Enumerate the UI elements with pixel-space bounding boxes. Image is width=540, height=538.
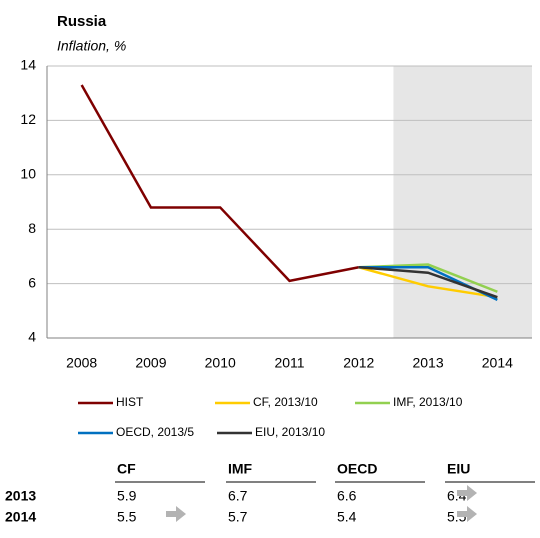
x-tick-label: 2013 [412, 355, 443, 371]
y-tick-label: 12 [20, 111, 36, 127]
arrow-icon [457, 485, 477, 501]
y-tick-label: 6 [28, 274, 36, 290]
y-tick-label: 14 [20, 57, 36, 73]
legend-label: OECD, 2013/5 [116, 425, 194, 439]
arrow-icon [457, 506, 477, 522]
table-cell: 6.7 [228, 488, 248, 504]
table-cell: 5.9 [117, 488, 137, 504]
y-tick-label: 4 [28, 329, 36, 345]
column-header: EIU [447, 461, 470, 477]
x-tick-label: 2014 [482, 355, 513, 371]
legend: HIST CF, 2013/10 IMF, 2013/10 OECD, 2013/5 E… [78, 395, 463, 439]
table-cell: 5.5 [117, 509, 137, 525]
row-label: 2014 [5, 509, 36, 525]
column-header: CF [117, 461, 136, 477]
column-header: IMF [228, 461, 253, 477]
legend-label: IMF, 2013/10 [393, 395, 463, 409]
forecast-shade [393, 66, 532, 338]
legend-label: HIST [116, 395, 144, 409]
legend-label: CF, 2013/10 [253, 395, 318, 409]
x-tick-label: 2012 [343, 355, 374, 371]
chart-subtitle: Inflation, % [57, 38, 126, 54]
legend-label: EIU, 2013/10 [255, 425, 325, 439]
y-tick-label: 8 [28, 220, 36, 236]
series-line [80, 84, 360, 283]
y-tick-label: 10 [20, 166, 36, 182]
table-cell: 5.4 [337, 509, 357, 525]
column-header: OECD [337, 461, 377, 477]
table-cell: 6.6 [337, 488, 357, 504]
arrow-icon [166, 506, 186, 522]
chart-title: Russia [57, 13, 107, 30]
row-label: 2013 [5, 488, 36, 504]
x-tick-label: 2009 [135, 355, 166, 371]
series-line [358, 266, 498, 299]
series-line [358, 266, 498, 299]
arrows [166, 485, 477, 522]
table-cell: 5.7 [228, 509, 248, 525]
x-tick-label: 2011 [274, 355, 304, 371]
x-tick-label: 2010 [205, 355, 236, 371]
x-tick-label: 2008 [66, 355, 97, 371]
